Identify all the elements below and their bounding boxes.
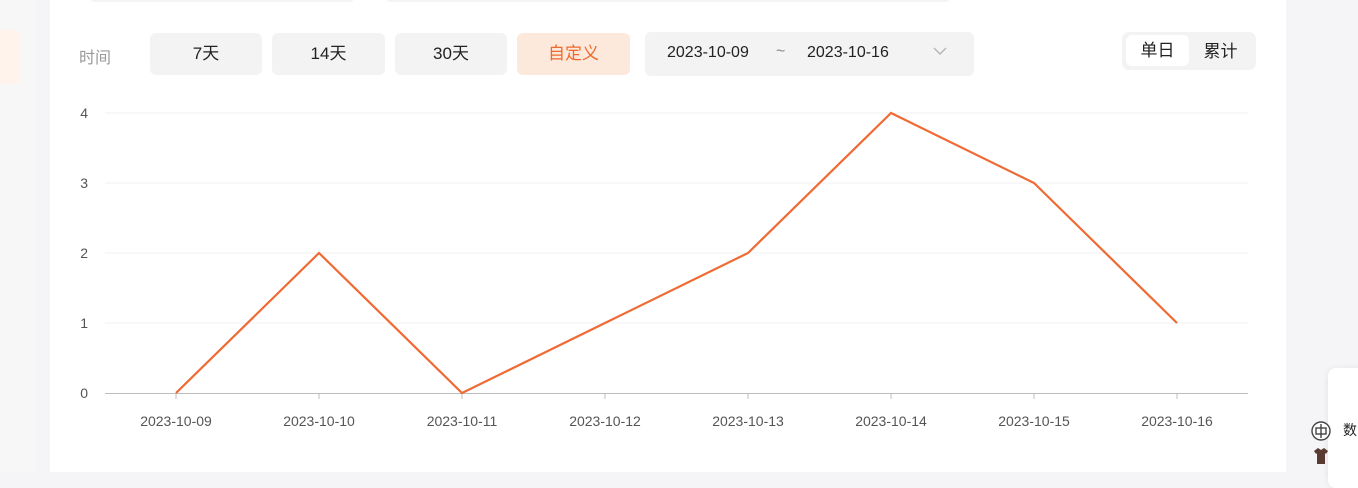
x-tick-label: 2023-10-13 (712, 413, 784, 429)
y-tick-label: 0 (80, 385, 88, 401)
x-tick-label: 2023-10-16 (1141, 413, 1213, 429)
y-tick-label: 2 (80, 245, 88, 261)
line-chart: 0 1 2 3 4 2023-10-09 2023-10-10 2023-10-11 2023-… (0, 0, 1358, 472)
side-widget-label: 数 (1343, 420, 1357, 440)
x-tick-label: 2023-10-15 (998, 413, 1070, 429)
x-tick-label: 2023-10-09 (140, 413, 212, 429)
y-tick-label: 4 (80, 105, 88, 121)
y-tick-label: 1 (80, 315, 88, 331)
x-tick-label: 2023-10-14 (855, 413, 927, 429)
x-tick-label: 2023-10-11 (427, 413, 498, 429)
y-tick-label: 3 (80, 175, 88, 191)
x-tick-label: 2023-10-10 (283, 413, 355, 429)
shirt-icon[interactable] (1311, 446, 1331, 466)
chinese-input-icon[interactable] (1310, 420, 1332, 446)
x-tick-label: 2023-10-12 (569, 413, 641, 429)
